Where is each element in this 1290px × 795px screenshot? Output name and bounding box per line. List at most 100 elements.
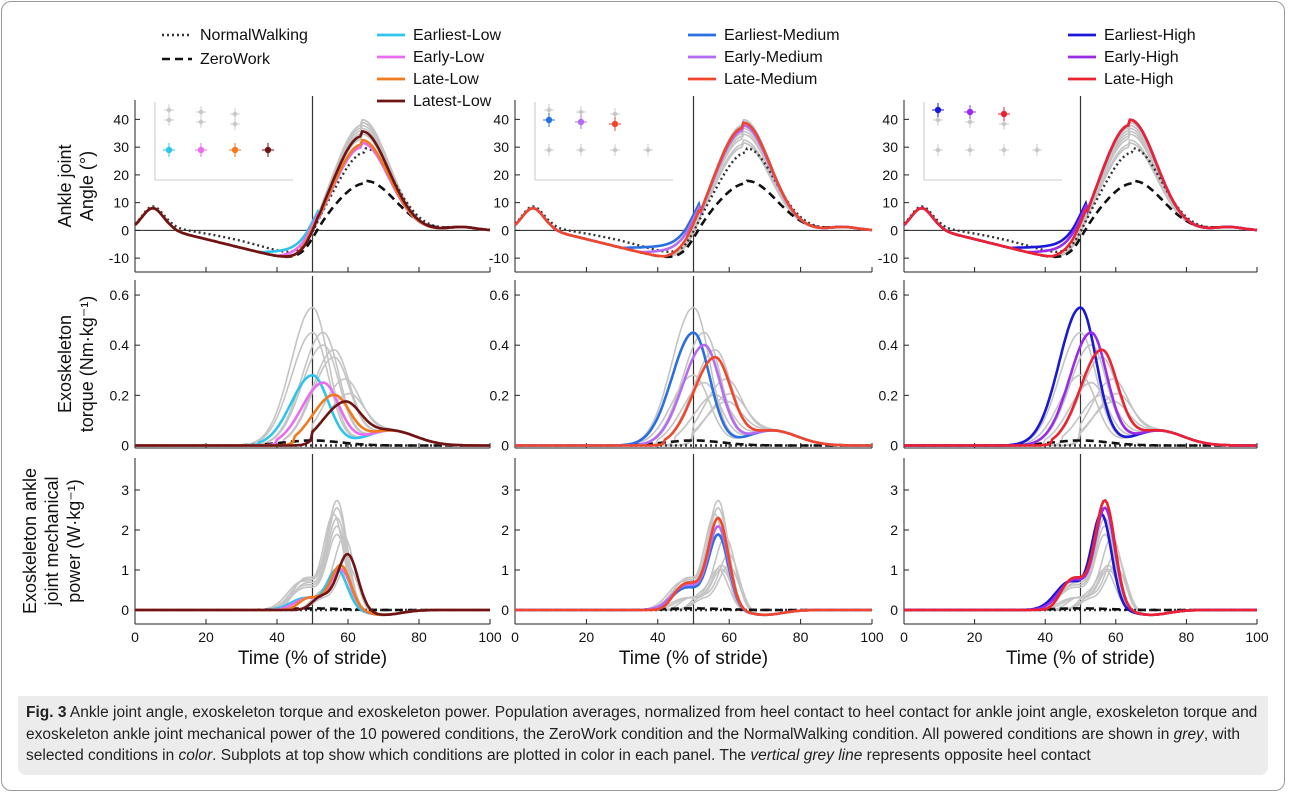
legend-label-earliest-high: Earliest-High xyxy=(1104,27,1196,44)
panel-power-low: 0 1 2 3 0 20 40 60 80 100 xyxy=(121,454,502,645)
legend-label-early-high: Early-High xyxy=(1104,49,1179,66)
y-tick-label: 0.6 xyxy=(879,287,899,303)
y-tick-label: 20 xyxy=(113,167,129,183)
inset-grey-marker xyxy=(546,107,552,113)
caption-mid: , with selected conditions in xyxy=(26,725,1240,765)
caption-mid2: . Subplots at top show which conditions … xyxy=(212,747,751,764)
inset-grey-marker xyxy=(1001,147,1007,153)
curve-latest-low xyxy=(134,129,491,258)
x-tick-label: 80 xyxy=(1179,629,1195,645)
y-tick-label: 0.4 xyxy=(879,337,899,353)
inset-grey-marker xyxy=(612,111,618,117)
legend-high: Earliest-High Early-High Late-High xyxy=(1068,27,1196,88)
y-tick-label: 0 xyxy=(890,222,898,238)
y-tick-label: 2 xyxy=(121,522,129,538)
y-tick-label: 0 xyxy=(121,602,129,618)
curve-latest-low xyxy=(135,552,490,616)
inset-grey-marker xyxy=(1001,121,1007,127)
curve-late-high xyxy=(904,498,1257,617)
y-tick-label: 2 xyxy=(890,522,898,538)
figure-caption: Fig. 3 Ankle joint angle, exoskeleton to… xyxy=(18,696,1268,775)
x-tick-label: 80 xyxy=(411,629,427,645)
x-tick-label: 80 xyxy=(793,629,809,645)
y-tick-label: 30 xyxy=(113,139,129,155)
inset-marker-latest-low xyxy=(264,146,272,154)
x-tick-label: 100 xyxy=(1245,629,1269,645)
x-tick-label: 0 xyxy=(131,629,139,645)
y-tick-label: 0 xyxy=(501,602,509,618)
x-tick-label: 100 xyxy=(478,629,502,645)
y-tick-label: 3 xyxy=(890,482,898,498)
inset-marker-early-low xyxy=(197,146,205,154)
panel-power-medium: 0 1 2 3 0 20 40 60 80 100 xyxy=(501,454,884,645)
y-tick-label: 3 xyxy=(501,482,509,498)
curve-late-medium xyxy=(514,121,873,258)
x-tick-label: 0 xyxy=(511,629,519,645)
legend-label-late-medium: Late-Medium xyxy=(724,71,817,88)
x-tick-label: 60 xyxy=(340,629,356,645)
normal-walking-curve xyxy=(514,147,873,253)
inset-low xyxy=(154,102,293,181)
normal-walking-curve xyxy=(903,147,1258,253)
y-tick-label: -10 xyxy=(878,250,898,266)
y-tick-label: 1 xyxy=(890,562,898,578)
inset-grey-marker xyxy=(578,109,584,115)
y-tick-label: 0.2 xyxy=(879,387,899,403)
legend-label-late-low: Late-Low xyxy=(413,71,479,88)
legend-label-earliest-medium: Earliest-Medium xyxy=(724,27,840,44)
y-tick-label: 10 xyxy=(493,195,509,211)
y-tick-label: -10 xyxy=(489,250,509,266)
y-tick-label: 40 xyxy=(493,111,509,127)
legend-label-late-high: Late-High xyxy=(1104,71,1173,88)
y-tick-label: 0 xyxy=(501,437,509,453)
inset-grey-marker xyxy=(967,147,973,153)
inset-marker-late-low xyxy=(231,146,239,154)
y-tick-label: -10 xyxy=(109,250,129,266)
y-axis-label-torque: torque (Nm·kg⁻¹) xyxy=(77,296,97,433)
y-tick-label: 40 xyxy=(882,111,898,127)
y-tick-label: 0.2 xyxy=(110,387,130,403)
legend-label-early-medium: Early-Medium xyxy=(724,49,823,66)
x-tick-label: 40 xyxy=(1037,629,1053,645)
inset-grey-marker xyxy=(1034,147,1040,153)
y-axis-label-power: Exoskeleton ankle xyxy=(20,468,40,614)
inset-medium xyxy=(534,102,673,181)
legend-label-earliest-low: Earliest-Low xyxy=(413,27,501,44)
y-tick-label: 20 xyxy=(882,167,898,183)
caption-label: Fig. 3 xyxy=(26,704,67,721)
y-tick-label: 3 xyxy=(121,482,129,498)
legend-low: Earliest-Low Early-Low Late-Low Latest-Low N… xyxy=(162,27,501,110)
inset-grey-marker xyxy=(166,107,172,113)
caption-color: color xyxy=(178,747,213,764)
x-tick-label: 100 xyxy=(860,629,884,645)
inset-marker-late-medium xyxy=(611,120,619,128)
inset-grey-marker xyxy=(198,109,204,115)
y-tick-label: 0.2 xyxy=(490,387,510,403)
panel-torque-high: 0 0.2 0.4 0.6 xyxy=(879,276,1258,453)
inset-grey-marker xyxy=(967,119,973,125)
panel-torque-medium: 0 0.2 0.4 0.6 xyxy=(490,276,873,453)
inset-marker-earliest-medium xyxy=(545,116,553,124)
y-tick-label: 0 xyxy=(501,222,509,238)
y-tick-label: 30 xyxy=(493,139,509,155)
caption-text: Ankle joint angle, exoskeleton torque an… xyxy=(26,704,1258,743)
y-axis-label-torque: Exoskeleton xyxy=(55,315,75,413)
y-tick-label: 10 xyxy=(882,195,898,211)
x-tick-label: 40 xyxy=(650,629,666,645)
curve-late-medium xyxy=(515,355,872,447)
x-tick-label: 60 xyxy=(721,629,737,645)
inset-grey-marker xyxy=(232,111,238,117)
curve-late-high xyxy=(903,118,1258,258)
x-axis-label-high: Time (% of stride) xyxy=(1006,648,1155,669)
legend-label-normalwalking: NormalWalking xyxy=(200,27,308,44)
inset-grey-marker xyxy=(546,147,552,153)
inset-grey-marker xyxy=(166,117,172,123)
curve-late-high xyxy=(904,348,1257,447)
inset-grey-marker xyxy=(935,147,941,153)
y-axis-label-angle: Angle (°) xyxy=(77,151,97,221)
inset-marker-earliest-high xyxy=(934,106,942,114)
y-tick-label: 0.4 xyxy=(490,337,510,353)
y-tick-label: 0.6 xyxy=(490,287,510,303)
caption-vline: vertical grey line xyxy=(750,747,863,764)
